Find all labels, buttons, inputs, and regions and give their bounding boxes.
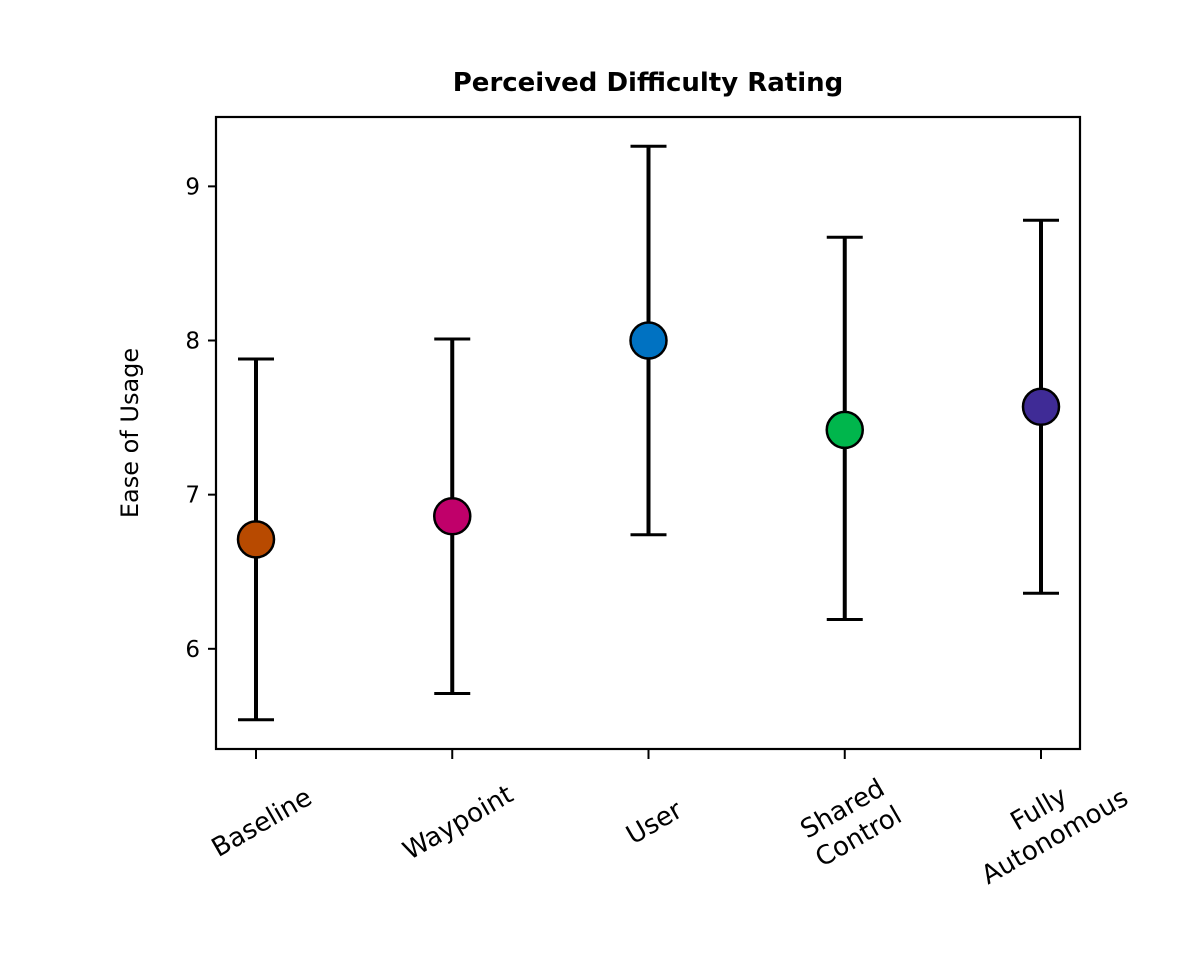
mean-point: [433, 496, 472, 536]
y-tick-label: 9: [185, 174, 200, 200]
mean-point: [1021, 387, 1061, 427]
x-tick-label-line: Baseline: [207, 783, 317, 864]
x-tick-label: SharedControl: [795, 773, 907, 874]
x-tick-label-line: Waypoint: [398, 780, 518, 867]
mean-point: [629, 321, 668, 360]
x-tick-label: FullyAutonomous: [960, 755, 1133, 891]
y-tick-label: 8: [185, 329, 200, 355]
x-tick-label-line: User: [621, 795, 688, 851]
plot-marks: 6 7 8 9 Baseline Waypoint User SharedControl Ful…: [185, 144, 1134, 891]
y-tick-label: 6: [185, 637, 200, 663]
x-tick-label: Waypoint: [398, 780, 518, 867]
y-axis-label: Ease of Usage: [116, 348, 144, 518]
mean-point: [236, 520, 276, 559]
x-tick-label: Baseline: [207, 783, 317, 864]
mean-point: [825, 410, 864, 450]
x-tick-label: User: [621, 795, 688, 851]
y-tick-label: 7: [185, 483, 200, 509]
plot-frame: [214, 115, 1082, 751]
chart-title: Perceived Difficulty Rating: [453, 68, 844, 98]
